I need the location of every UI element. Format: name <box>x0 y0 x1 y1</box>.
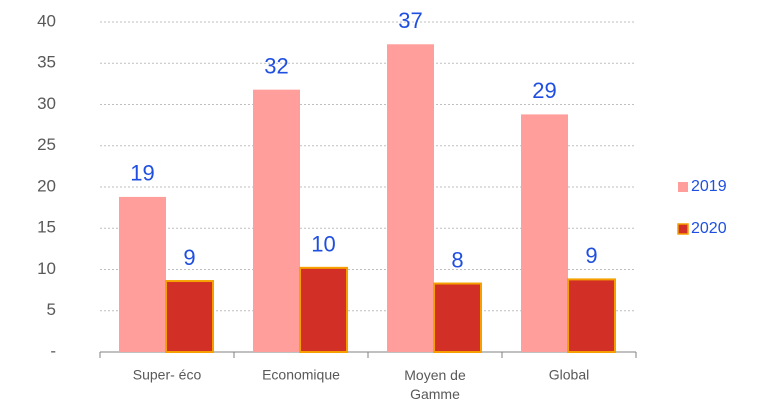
y-tick-label: - <box>50 341 56 360</box>
y-tick-label: 30 <box>37 94 56 113</box>
value-label: 37 <box>398 8 422 33</box>
legend-label: 2020 <box>691 220 727 237</box>
bar <box>387 44 434 353</box>
y-tick-label: 15 <box>37 218 56 237</box>
value-label: 9 <box>585 243 597 268</box>
y-tick-label: 5 <box>47 300 56 319</box>
value-label: 19 <box>130 161 154 186</box>
value-label: 8 <box>451 247 463 272</box>
legend-swatch <box>678 182 688 192</box>
legend-swatch <box>677 223 689 235</box>
y-tick-label: 25 <box>37 135 56 154</box>
value-label: 29 <box>532 78 556 103</box>
bar <box>253 89 300 353</box>
bar <box>119 196 166 352</box>
bar <box>567 278 616 353</box>
x-tick-label: Economique <box>262 367 340 383</box>
x-tick-label: Moyen de Gamme <box>404 367 466 402</box>
value-label: 10 <box>311 232 335 257</box>
bar <box>299 266 348 354</box>
y-tick-label: 40 <box>37 11 56 30</box>
x-tick-label: Global <box>549 367 589 383</box>
legend-label: 2019 <box>691 178 727 195</box>
y-tick-label: 35 <box>37 53 56 72</box>
bar <box>521 114 568 353</box>
bar <box>165 280 214 353</box>
y-tick-label: 10 <box>37 259 56 278</box>
value-label: 9 <box>183 245 195 270</box>
x-tick-label: Super- éco <box>133 367 202 383</box>
value-label: 32 <box>264 53 288 78</box>
bar <box>433 282 482 353</box>
y-tick-label: 20 <box>37 176 56 195</box>
